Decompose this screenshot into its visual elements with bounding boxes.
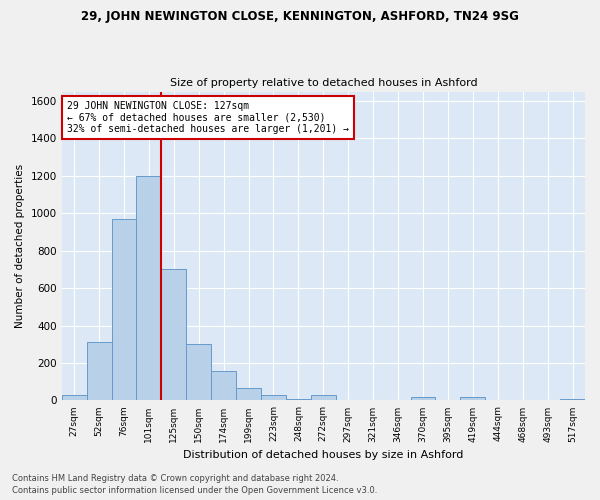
Text: 29 JOHN NEWINGTON CLOSE: 127sqm
← 67% of detached houses are smaller (2,530)
32%: 29 JOHN NEWINGTON CLOSE: 127sqm ← 67% of…: [67, 101, 349, 134]
Bar: [311, 395, 336, 400]
Bar: [86, 342, 112, 400]
Bar: [286, 398, 311, 400]
Bar: [410, 396, 436, 400]
Title: Size of property relative to detached houses in Ashford: Size of property relative to detached ho…: [170, 78, 477, 88]
Bar: [236, 388, 261, 400]
Bar: [560, 398, 585, 400]
Text: Contains HM Land Registry data © Crown copyright and database right 2024.
Contai: Contains HM Land Registry data © Crown c…: [12, 474, 377, 495]
X-axis label: Distribution of detached houses by size in Ashford: Distribution of detached houses by size …: [183, 450, 464, 460]
Bar: [112, 219, 136, 400]
Bar: [62, 395, 86, 400]
Bar: [161, 270, 186, 400]
Text: 29, JOHN NEWINGTON CLOSE, KENNINGTON, ASHFORD, TN24 9SG: 29, JOHN NEWINGTON CLOSE, KENNINGTON, AS…: [81, 10, 519, 23]
Bar: [261, 395, 286, 400]
Bar: [186, 344, 211, 401]
Y-axis label: Number of detached properties: Number of detached properties: [15, 164, 25, 328]
Bar: [136, 176, 161, 400]
Bar: [211, 372, 236, 400]
Bar: [460, 396, 485, 400]
